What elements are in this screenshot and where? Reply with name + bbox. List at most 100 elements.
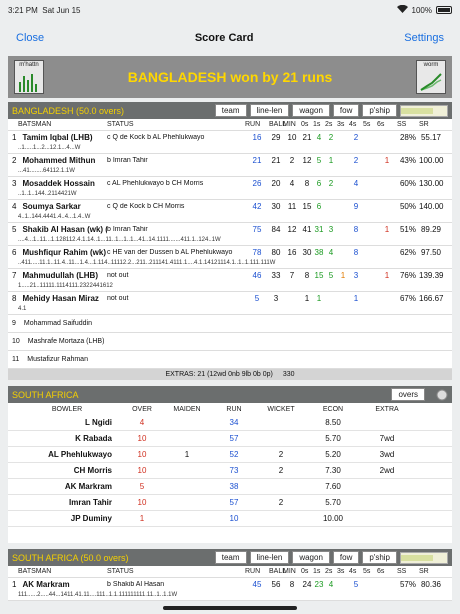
nav-bar: Close Score Card Settings: [0, 20, 460, 56]
stat-ball: 30: [271, 201, 281, 211]
bowler-run: 73: [229, 466, 239, 475]
zoom-slider[interactable]: [400, 104, 448, 117]
bowler-row[interactable]: AL Phehlukwayo 10 1 52 2 5.20 3wd: [8, 447, 452, 463]
batsman-name: 6 Mushfiqur Rahim (wk): [12, 248, 107, 257]
batsman-name: 4 Soumya Sarkar: [12, 202, 107, 211]
bowler-econ: 5.70: [325, 498, 341, 507]
wagon-button[interactable]: wagon: [292, 104, 330, 117]
bowler-row[interactable]: JP Duminy 1 10 10.00: [8, 511, 452, 527]
pship-button[interactable]: p'ship: [362, 551, 397, 564]
batsman-row[interactable]: 1 Tamim Iqbal (LHB) c Q de Kock b AL Phehl…: [8, 131, 452, 154]
batting-position: 2: [12, 155, 17, 165]
batsman-row[interactable]: 8 Mehidy Hasan Miraz not out 5 3 1 1 1 67% 166.67…: [8, 292, 452, 315]
stat-tw: 2: [328, 132, 334, 142]
batsman-row[interactable]: 5 Shakib Al Hasan (wk) (LHB)b Imran Tahir…: [8, 223, 452, 246]
stat-min: 2: [289, 155, 295, 165]
stat-sr: 80.36: [420, 579, 442, 589]
col-ss: SS: [397, 121, 407, 128]
dismissal-status: not out: [107, 294, 129, 302]
batting-position: 3: [12, 178, 17, 188]
ball-icon[interactable]: [436, 389, 448, 401]
bowler-extra: 2wd: [379, 466, 395, 475]
stat-tw: 2: [328, 178, 334, 188]
did-not-bat-row[interactable]: 11 Mustafizur Rahman: [8, 351, 452, 369]
bowler-row[interactable]: CH Morris 10 73 2 7.30 2wd: [8, 463, 452, 479]
did-not-bat-row[interactable]: 9 Mohammad Saifuddin: [8, 315, 452, 333]
stat-min: 11: [287, 201, 297, 211]
col-over: OVER: [132, 405, 152, 413]
batsman-name: 7 Mahmudullah (LHB): [12, 271, 107, 280]
stat-fo: 9: [353, 201, 359, 211]
dismissal-status: b Shakib Al Hasan: [107, 580, 165, 588]
stat-run: 16: [252, 132, 262, 142]
worm-button[interactable]: worm: [416, 60, 446, 94]
fow-button[interactable]: fow: [332, 551, 360, 564]
stat-run: 78: [252, 247, 262, 257]
batsman-name: Mustafizur Rahman: [27, 356, 88, 363]
batting-position: 11: [12, 356, 20, 363]
batsman-row[interactable]: 4 Soumya Sarkar c Q de Kock b CH Morris 42 3…: [8, 200, 452, 223]
stat-fo: 3: [353, 270, 359, 280]
batsman-main-line: 3 Mosaddek Hossain c AL Phehlukwayo b CH M…: [12, 177, 448, 189]
stat-tw: 1: [328, 155, 334, 165]
stat-min: 8: [289, 579, 295, 589]
line-len-button[interactable]: line-len: [249, 104, 290, 117]
col-batsman: BATSMAN: [18, 568, 52, 575]
batsman-row[interactable]: 3 Mosaddek Hossain c AL Phehlukwayo b CH M…: [8, 177, 452, 200]
stat-o: 5: [316, 155, 322, 165]
team-button[interactable]: team: [214, 551, 247, 564]
stat-fo: 8: [353, 224, 359, 234]
manhattan-button[interactable]: m'hattn: [14, 60, 44, 94]
stat-z: 8: [304, 178, 310, 188]
bowler-wicket: 2: [278, 466, 284, 475]
stat-ss: 60%: [399, 178, 416, 188]
page-title: Score Card: [194, 32, 254, 44]
col-6s: 6s: [377, 121, 385, 128]
close-button[interactable]: Close: [16, 32, 45, 44]
pship-button[interactable]: p'ship: [362, 104, 397, 117]
stat-fo: 4: [353, 178, 359, 188]
home-indicator[interactable]: [163, 606, 297, 610]
stat-fo: 1: [353, 293, 359, 303]
bowler-extra: 3wd: [379, 450, 395, 459]
batsman-row[interactable]: 1 AK Markram b Shakib Al Hasan 45 56 8 24 23 4 5 5…: [8, 578, 452, 601]
stat-z: 21: [302, 132, 312, 142]
batsman-row[interactable]: 7 Mahmudullah (LHB) not out 46 33 7 8 15 5 1 3 1 76%…: [8, 269, 452, 292]
zoom-slider[interactable]: [400, 551, 448, 564]
col-run: RUN: [245, 568, 261, 575]
worm-label: worm: [423, 62, 439, 68]
col-sr: SR: [419, 121, 429, 128]
batsman-row[interactable]: 6 Mushfiqur Rahim (wk) c HE van der Dussen…: [8, 246, 452, 269]
bowler-row[interactable]: Imran Tahir 10 57 2 5.70: [8, 495, 452, 511]
batsman-name: 1 AK Markram: [12, 580, 107, 589]
bowler-name: L Ngidi: [85, 418, 112, 427]
col-ball: BALL: [269, 121, 287, 128]
batsman-row[interactable]: 2 Mohammed Mithun b Imran Tahir 21 21 2 12 5 1 2 1…: [8, 154, 452, 177]
stat-run: 26: [252, 178, 262, 188]
col-sr: SR: [419, 568, 429, 575]
stat-z: 8: [304, 270, 310, 280]
stat-fo: 5: [353, 579, 359, 589]
dismissal-status: c AL Phehlukwayo b CH Morris: [107, 179, 204, 187]
batting-position: 10: [12, 338, 20, 345]
bowler-row[interactable]: K Rabada 10 57 5.70 7wd: [8, 431, 452, 447]
col-extra: EXTRA: [375, 405, 399, 413]
line-len-button[interactable]: line-len: [249, 551, 290, 564]
col-0s: 0s: [301, 121, 309, 128]
col-econ: ECON: [322, 405, 344, 413]
batsman-name-text: Soumya Sarkar: [22, 201, 81, 211]
stat-ss: 28%: [399, 132, 416, 142]
stat-ss: 51%: [399, 224, 416, 234]
team-button[interactable]: team: [214, 104, 247, 117]
wagon-button[interactable]: wagon: [292, 551, 330, 564]
did-not-bat-row[interactable]: 10 Mashrafe Mortaza (LHB): [8, 333, 452, 351]
bowler-row[interactable]: L Ngidi 4 34 8.50: [8, 415, 452, 431]
fow-button[interactable]: fow: [332, 104, 360, 117]
stat-ss: 67%: [399, 293, 416, 303]
stat-ball: 21: [271, 155, 281, 165]
stat-o: 6: [316, 201, 322, 211]
settings-button[interactable]: Settings: [404, 32, 444, 44]
overs-button[interactable]: overs: [391, 388, 425, 401]
bowler-row[interactable]: AK Markram 5 38 7.60: [8, 479, 452, 495]
col-min: MIN: [283, 121, 296, 128]
